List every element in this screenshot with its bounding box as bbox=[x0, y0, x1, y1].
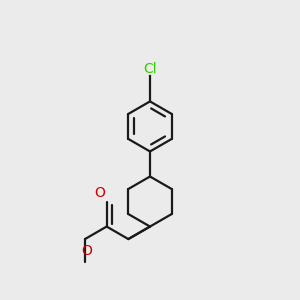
Text: O: O bbox=[95, 186, 106, 200]
Text: Cl: Cl bbox=[143, 61, 157, 76]
Text: O: O bbox=[81, 244, 92, 258]
